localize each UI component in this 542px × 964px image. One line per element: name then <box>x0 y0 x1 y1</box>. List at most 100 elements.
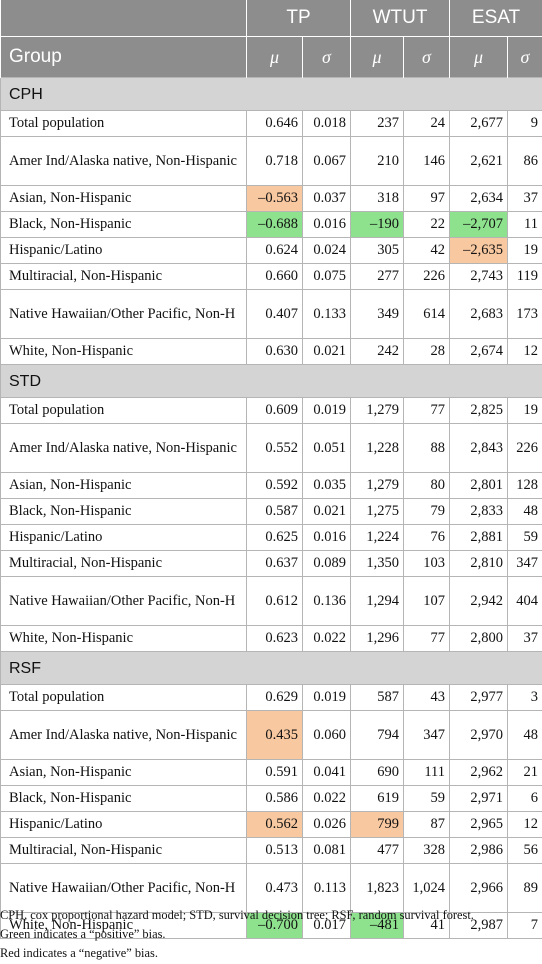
value-cell: 77 <box>403 397 450 424</box>
value-cell: 119 <box>507 263 542 290</box>
value-cell: 173 <box>507 289 542 339</box>
value-cell: 0.019 <box>302 684 351 711</box>
header-esat: ESAT <box>449 0 542 37</box>
value-cell: 103 <box>403 550 450 577</box>
value-cell: –0.700 <box>246 912 303 939</box>
value-cell: 0.051 <box>302 423 351 473</box>
value-cell: 77 <box>403 625 450 652</box>
table-row: Native Hawaiian/Other Pacific, Non-H 0.47… <box>0 863 542 913</box>
value-cell: 799 <box>350 811 404 838</box>
value-cell: 2,743 <box>449 263 508 290</box>
value-cell: 0.018 <box>302 110 351 137</box>
footnotes: CPH, cox proportional hazard model; STD,… <box>0 906 542 963</box>
value-cell: 0.037 <box>302 185 351 212</box>
section-header-cph: CPH <box>0 77 542 111</box>
value-cell: 21 <box>507 759 542 786</box>
value-cell: 1,350 <box>350 550 404 577</box>
table-row: White, Non-Hispanic 0.630 0.021 242 28 2,674 1… <box>0 338 542 365</box>
value-cell: 0.081 <box>302 837 351 864</box>
value-cell: 0.024 <box>302 237 351 264</box>
value-cell: 0.089 <box>302 550 351 577</box>
value-cell: 2,970 <box>449 710 508 760</box>
header-tp-sigma: σ <box>302 36 351 78</box>
value-cell: 328 <box>403 837 450 864</box>
group-cell: Native Hawaiian/Other Pacific, Non-H <box>0 576 247 626</box>
header-wtut-sigma: σ <box>403 36 450 78</box>
value-cell: 2,810 <box>449 550 508 577</box>
value-cell: 2,881 <box>449 524 508 551</box>
value-cell: 2,801 <box>449 472 508 499</box>
value-cell: 614 <box>403 289 450 339</box>
table-row: Total population 0.646 0.018 237 24 2,677 9 <box>0 110 542 137</box>
value-cell: 0.562 <box>246 811 303 838</box>
table-row: Asian, Non-Hispanic 0.592 0.035 1,279 80 2,80… <box>0 472 542 499</box>
group-cell: White, Non-Hispanic <box>0 912 247 939</box>
section-label: STD <box>0 364 542 398</box>
table-row: Asian, Non-Hispanic 0.591 0.041 690 111 2,962… <box>0 759 542 786</box>
value-cell: 0.022 <box>302 625 351 652</box>
table-row: Hispanic/Latino 0.625 0.016 1,224 76 2,881 59 <box>0 524 542 551</box>
group-cell: Multiracial, Non-Hispanic <box>0 263 247 290</box>
value-cell: 0.136 <box>302 576 351 626</box>
value-cell: 0.019 <box>302 397 351 424</box>
value-cell: 0.592 <box>246 472 303 499</box>
value-cell: 226 <box>507 423 542 473</box>
value-cell: 2,683 <box>449 289 508 339</box>
value-cell: 87 <box>403 811 450 838</box>
group-cell: Total population <box>0 110 247 137</box>
results-table: TP WTUT ESAT Group μ σ μ σ μ σ CPH Total … <box>0 0 542 939</box>
value-cell: 146 <box>403 136 450 186</box>
table-row: Native Hawaiian/Other Pacific, Non-H 0.40… <box>0 289 542 339</box>
value-cell: 0.435 <box>246 710 303 760</box>
value-cell: –0.563 <box>246 185 303 212</box>
value-cell: 19 <box>507 397 542 424</box>
header-tp: TP <box>246 0 351 37</box>
table-row: Multiracial, Non-Hispanic 0.637 0.089 1,350… <box>0 550 542 577</box>
value-cell: 2,966 <box>449 863 508 913</box>
value-cell: 349 <box>350 289 404 339</box>
value-cell: 111 <box>403 759 450 786</box>
table-row: Hispanic/Latino 0.624 0.024 305 42 –2,635 19 <box>0 237 542 264</box>
table-row: Amer Ind/Alaska native, Non-Hispanic 0.55… <box>0 423 542 473</box>
footnote-green: Green indicates a “positive” bias. <box>0 927 166 941</box>
value-cell: 86 <box>507 136 542 186</box>
group-cell: Black, Non-Hispanic <box>0 785 247 812</box>
value-cell: 59 <box>403 785 450 812</box>
value-cell: 1,296 <box>350 625 404 652</box>
value-cell: 0.660 <box>246 263 303 290</box>
value-cell: 0.041 <box>302 759 351 786</box>
value-cell: 2,971 <box>449 785 508 812</box>
value-cell: 41 <box>403 912 450 939</box>
group-cell: Black, Non-Hispanic <box>0 211 247 238</box>
value-cell: 2,825 <box>449 397 508 424</box>
value-cell: 0.133 <box>302 289 351 339</box>
value-cell: 2,677 <box>449 110 508 137</box>
value-cell: 97 <box>403 185 450 212</box>
value-cell: 6 <box>507 785 542 812</box>
value-cell: 0.021 <box>302 338 351 365</box>
value-cell: 2,986 <box>449 837 508 864</box>
header-group: Group <box>0 36 247 78</box>
group-cell: Amer Ind/Alaska native, Non-Hispanic <box>0 136 247 186</box>
value-cell: 76 <box>403 524 450 551</box>
value-cell: 2,800 <box>449 625 508 652</box>
value-cell: –2,707 <box>449 211 508 238</box>
value-cell: 1,279 <box>350 472 404 499</box>
value-cell: 404 <box>507 576 542 626</box>
table-row: Hispanic/Latino 0.562 0.026 799 87 2,965 12 <box>0 811 542 838</box>
header-tp-mu: μ <box>246 36 303 78</box>
table-row: Amer Ind/Alaska native, Non-Hispanic 0.71… <box>0 136 542 186</box>
value-cell: 0.113 <box>302 863 351 913</box>
value-cell: 0.637 <box>246 550 303 577</box>
value-cell: 0.591 <box>246 759 303 786</box>
section-header-std: STD <box>0 364 542 398</box>
value-cell: 0.021 <box>302 498 351 525</box>
value-cell: 9 <box>507 110 542 137</box>
value-cell: 242 <box>350 338 404 365</box>
value-cell: –0.688 <box>246 211 303 238</box>
value-cell: 11 <box>507 211 542 238</box>
value-cell: –2,635 <box>449 237 508 264</box>
table-row: Asian, Non-Hispanic –0.563 0.037 318 97 2,634… <box>0 185 542 212</box>
value-cell: 79 <box>403 498 450 525</box>
value-cell: 347 <box>507 550 542 577</box>
